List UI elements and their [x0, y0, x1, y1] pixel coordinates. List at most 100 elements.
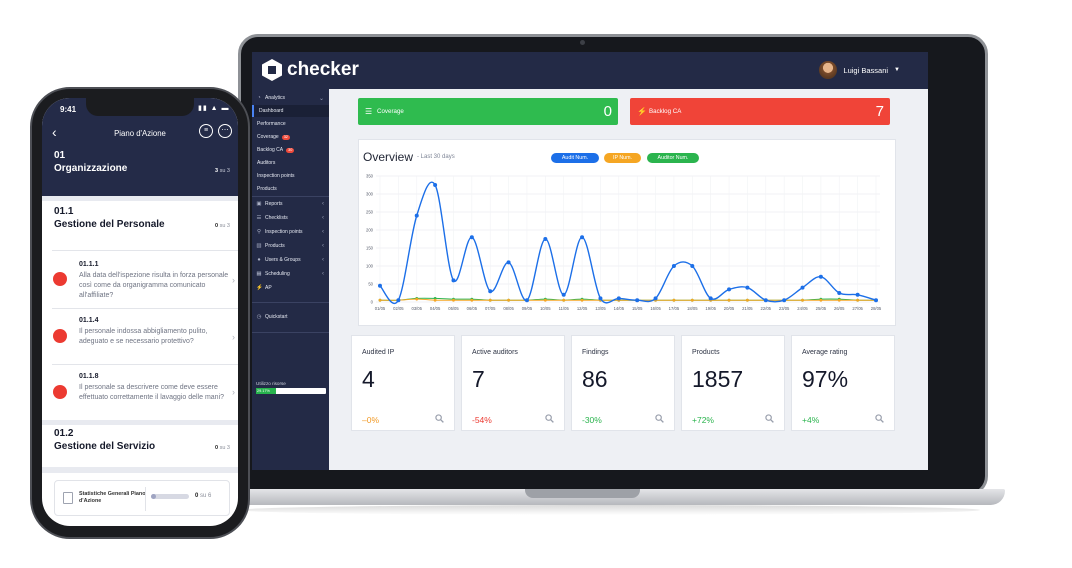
more-icon[interactable]: ⋯ [218, 124, 232, 138]
data-point [690, 298, 694, 302]
sidebar-subitem-dashboard[interactable]: Dashboard [252, 105, 329, 117]
document-icon: ▣ [256, 201, 262, 207]
sidebar-item-scheduling[interactable]: ▦ Scheduling ‹ [252, 268, 329, 280]
x-tick-label: 24/05 [797, 306, 808, 311]
filter-icon[interactable]: ≡ [199, 124, 213, 138]
sidebar-subitem-label: Auditors [257, 160, 276, 166]
y-tick-label: 300 [366, 192, 374, 197]
sidebar-item-users-groups[interactable]: ● Users & Groups ‹ [252, 254, 329, 266]
subsection-count: 0 su 3 [215, 445, 230, 451]
chevron-down-icon: ▼ [894, 67, 900, 73]
separator [52, 364, 238, 365]
sidebar-item-analytics[interactable]: ◔ Analytics ⌄ [252, 92, 329, 104]
x-tick-label: 06/05 [467, 306, 478, 311]
calendar-icon: ▦ [256, 271, 262, 277]
data-point [746, 298, 749, 302]
data-point [856, 298, 860, 302]
list-icon: ☰ [256, 215, 262, 221]
sidebar-subitem-inspection-points[interactable]: Inspection points [252, 170, 329, 182]
x-tick-label: 01/05 [375, 306, 386, 311]
data-point [470, 298, 474, 302]
count-badge: 32 [281, 134, 290, 140]
sidebar-subitem-performance[interactable]: Performance [252, 118, 329, 130]
sidebar-item-ap[interactable]: ⚡ AP [252, 282, 329, 294]
kpi-coverage[interactable]: ☰ Coverage 0 [358, 98, 618, 125]
subsection-number: 01.2 [54, 428, 74, 439]
subsection-name: Gestione del Servizio [54, 441, 156, 452]
top-bar: checker Luigi Bassani ▼ [252, 52, 928, 89]
sidebar: ◔ Analytics ⌄ Dashboard Performance Covera… [252, 89, 329, 470]
sidebar-subitem-label: Products [257, 186, 277, 192]
search-icon[interactable] [655, 414, 664, 423]
x-tick-label: 16/05 [650, 306, 661, 311]
y-tick-label: 250 [366, 210, 374, 215]
app-logo[interactable]: checker [262, 59, 359, 81]
legend-audit-num[interactable]: Audit Num. [551, 153, 599, 163]
usage-progress: 29.17% [256, 388, 326, 394]
search-icon[interactable] [435, 414, 444, 423]
x-tick-label: 02/05 [393, 306, 404, 311]
sidebar-subitem-auditors[interactable]: Auditors [252, 157, 329, 169]
stats-footer-card[interactable]: Statistiche Generali Piano d'Azione 0 su… [54, 480, 230, 516]
x-tick-label: 25/05 [816, 306, 827, 311]
data-point [763, 298, 768, 303]
kpi-backlog[interactable]: ⚡ Backlog CA 7 [630, 98, 890, 125]
kpi-label: Backlog CA [649, 108, 682, 115]
legend-ip-num[interactable]: IP Num. [604, 153, 641, 163]
overview-title: Overview [363, 150, 414, 164]
subsection-count-total: su 3 [219, 223, 230, 229]
data-point [488, 289, 493, 294]
sidebar-item-inspection-points[interactable]: ⚲ Inspection points ‹ [252, 226, 329, 238]
section-divider [42, 196, 238, 201]
stat-value: 7 [472, 366, 485, 392]
x-tick-label: 20/05 [724, 306, 735, 311]
chevron-right-icon: › [232, 332, 235, 342]
data-point [690, 264, 695, 268]
data-point [782, 298, 787, 303]
sidebar-subitem-products[interactable]: Products [252, 183, 329, 195]
sidebar-subitem-label: Coverage [257, 134, 279, 140]
data-point [378, 298, 382, 302]
footer-count-value: 0 [195, 493, 199, 499]
sidebar-subitem-backlog[interactable]: Backlog CA 30 [252, 144, 329, 156]
sidebar-item-checklists[interactable]: ☰ Checklists ‹ [252, 212, 329, 224]
footer-separator [145, 487, 146, 511]
sidebar-item-products[interactable]: ▧ Products ‹ [252, 240, 329, 252]
y-tick-label: 50 [368, 282, 373, 287]
user-menu[interactable]: Luigi Bassani ▼ [819, 61, 900, 79]
question-text: Alla data dell'ispezione risulta in forz… [79, 272, 229, 299]
laptop-screen: checker Luigi Bassani ▼ ◔ Analytics ⌄ Dash… [252, 52, 928, 470]
phone-notch [86, 98, 194, 116]
x-tick-label: 27/05 [852, 306, 863, 311]
data-point [580, 235, 585, 240]
y-tick-label: 0 [371, 300, 374, 305]
data-point [506, 260, 511, 265]
status-dot [53, 272, 67, 286]
x-tick-label: 07/05 [485, 306, 496, 311]
data-point [433, 183, 438, 187]
kpi-value: 0 [603, 103, 612, 120]
back-icon[interactable]: ‹ [52, 124, 57, 140]
subsection-name: Gestione del Personale [54, 219, 165, 230]
sidebar-item-quickstart[interactable]: ◷ Quickstart [252, 311, 329, 323]
x-tick-label: 11/05 [559, 306, 570, 311]
bolt-icon: ⚡ [256, 285, 263, 291]
phone-screen: 9:41 ▮▮ ▲ ▬ ‹ Piano d'Azione ≡ ⋯ 01 Orga… [42, 98, 238, 526]
stat-value: 86 [582, 366, 608, 392]
sidebar-item-reports[interactable]: ▣ Reports ‹ [252, 198, 329, 210]
sidebar-subitem-label: Dashboard [259, 108, 284, 114]
sidebar-divider [252, 332, 329, 333]
search-icon[interactable] [545, 414, 554, 423]
checklist-icon [63, 492, 73, 504]
legend-auditor-num[interactable]: Auditor Num. [647, 153, 699, 163]
search-icon[interactable] [875, 414, 884, 423]
chevron-right-icon: › [232, 275, 235, 285]
sidebar-subitem-coverage[interactable]: Coverage 32 [252, 131, 329, 143]
data-point [524, 298, 529, 303]
data-point [433, 298, 437, 302]
stat-card-audited-ip: Audited IP 4 –0% [351, 335, 455, 431]
data-point [616, 296, 621, 301]
search-icon[interactable] [765, 414, 774, 423]
x-tick-label: 18/05 [687, 306, 698, 311]
section-name: Organizzazione [54, 163, 128, 174]
